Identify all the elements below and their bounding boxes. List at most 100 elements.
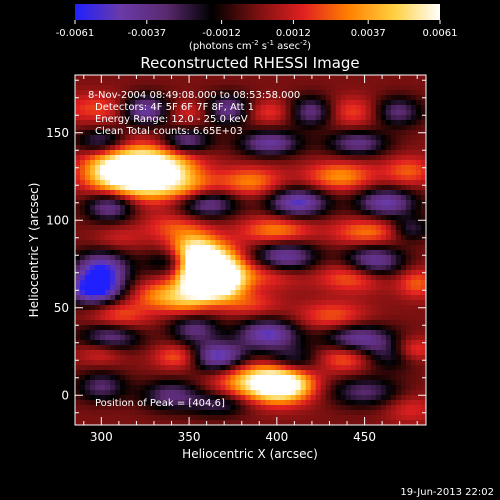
heatmap-cell xyxy=(320,420,327,425)
heatmap-cell xyxy=(85,195,91,201)
heatmap-cell xyxy=(205,370,211,376)
heatmap-cell xyxy=(405,385,412,391)
heatmap-cell xyxy=(165,310,171,316)
heatmap-cell xyxy=(385,250,392,256)
heatmap-cell xyxy=(375,355,382,361)
heatmap-cell xyxy=(105,255,111,261)
heatmap-cell xyxy=(215,160,222,166)
heatmap-cell xyxy=(390,390,397,396)
heatmap-cell xyxy=(280,240,287,246)
heatmap-cell xyxy=(130,215,136,221)
heatmap-cell xyxy=(150,360,156,366)
heatmap-cell xyxy=(190,130,196,136)
heatmap-cell xyxy=(350,255,357,261)
heatmap-cell xyxy=(325,205,332,211)
heatmap-cell xyxy=(230,345,237,351)
heatmap-cell xyxy=(300,340,307,346)
heatmap-cell xyxy=(360,275,367,281)
heatmap-cell xyxy=(180,185,186,191)
heatmap-cell xyxy=(320,400,327,406)
heatmap-cell xyxy=(290,125,297,131)
heatmap-cell xyxy=(90,220,96,226)
heatmap-cell xyxy=(290,265,297,271)
heatmap-cell xyxy=(150,90,156,96)
heatmap-cell xyxy=(415,220,422,226)
heatmap-cell xyxy=(355,250,362,256)
heatmap-cell xyxy=(320,165,327,171)
heatmap-cell xyxy=(230,220,237,226)
heatmap-cell xyxy=(220,255,227,261)
heatmap-cell xyxy=(300,155,307,161)
heatmap-cell xyxy=(155,180,161,186)
heatmap-cell xyxy=(400,230,407,236)
heatmap-cell xyxy=(165,360,171,366)
heatmap-cell xyxy=(100,335,106,341)
heatmap-cell xyxy=(270,365,277,371)
heatmap-cell xyxy=(200,300,206,306)
heatmap-cell xyxy=(340,295,347,301)
heatmap-cell xyxy=(125,420,131,425)
heatmap-cell xyxy=(75,355,81,361)
heatmap-cell xyxy=(360,290,367,296)
heatmap-cell xyxy=(125,365,131,371)
heatmap-cell xyxy=(285,330,292,336)
heatmap-cell xyxy=(85,270,91,276)
heatmap-cell xyxy=(410,350,417,356)
heatmap-cell xyxy=(160,195,166,201)
heatmap-cell xyxy=(170,325,176,331)
heatmap-cell xyxy=(390,195,397,201)
heatmap-cell xyxy=(345,330,352,336)
heatmap-cell xyxy=(380,285,387,291)
heatmap-cell xyxy=(375,135,382,141)
heatmap-cell xyxy=(160,105,166,111)
heatmap-cell xyxy=(105,325,111,331)
heatmap-cell xyxy=(140,285,146,291)
heatmap-cell xyxy=(265,190,272,196)
heatmap-cell xyxy=(275,210,282,216)
heatmap-cell xyxy=(185,210,191,216)
heatmap-cell xyxy=(235,410,242,416)
heatmap-cell xyxy=(380,310,387,316)
heatmap-cell xyxy=(290,170,297,176)
heatmap-cell xyxy=(225,275,232,281)
heatmap-cell xyxy=(275,325,282,331)
heatmap-cell xyxy=(330,220,337,226)
heatmap-cell xyxy=(315,350,322,356)
heatmap-cell xyxy=(380,80,387,86)
heatmap-cell xyxy=(105,95,111,101)
heatmap-cell xyxy=(410,340,417,346)
heatmap-cell xyxy=(120,385,126,391)
heatmap-cell xyxy=(320,280,327,286)
heatmap-cell xyxy=(345,280,352,286)
heatmap-cell xyxy=(90,360,96,366)
heatmap-cell xyxy=(155,255,161,261)
heatmap-cell xyxy=(180,265,186,271)
heatmap-cell xyxy=(85,190,91,196)
heatmap-cell xyxy=(185,375,191,381)
heatmap-cell xyxy=(310,330,317,336)
heatmap-cell xyxy=(305,400,312,406)
heatmap-cell xyxy=(255,215,262,221)
heatmap-cell xyxy=(300,365,307,371)
heatmap-cell xyxy=(400,260,407,266)
heatmap-cell xyxy=(140,80,146,86)
heatmap-cell xyxy=(100,415,106,421)
heatmap-cell xyxy=(115,90,121,96)
heatmap-cell xyxy=(100,345,106,351)
heatmap-cell xyxy=(185,405,191,411)
heatmap-cell xyxy=(420,175,426,181)
heatmap-cell xyxy=(250,370,257,376)
heatmap-cell xyxy=(280,200,287,206)
heatmap-cell xyxy=(275,330,282,336)
heatmap-cell xyxy=(420,315,426,321)
heatmap-cell xyxy=(315,115,322,121)
heatmap-cell xyxy=(290,155,297,161)
heatmap-cell xyxy=(285,335,292,341)
heatmap-cell xyxy=(245,105,252,111)
heatmap-cell xyxy=(150,345,156,351)
heatmap-cell xyxy=(220,135,227,141)
heatmap-cell xyxy=(330,135,337,141)
heatmap-cell xyxy=(110,85,116,91)
heatmap-cell xyxy=(295,405,302,411)
heatmap-cell xyxy=(365,255,372,261)
